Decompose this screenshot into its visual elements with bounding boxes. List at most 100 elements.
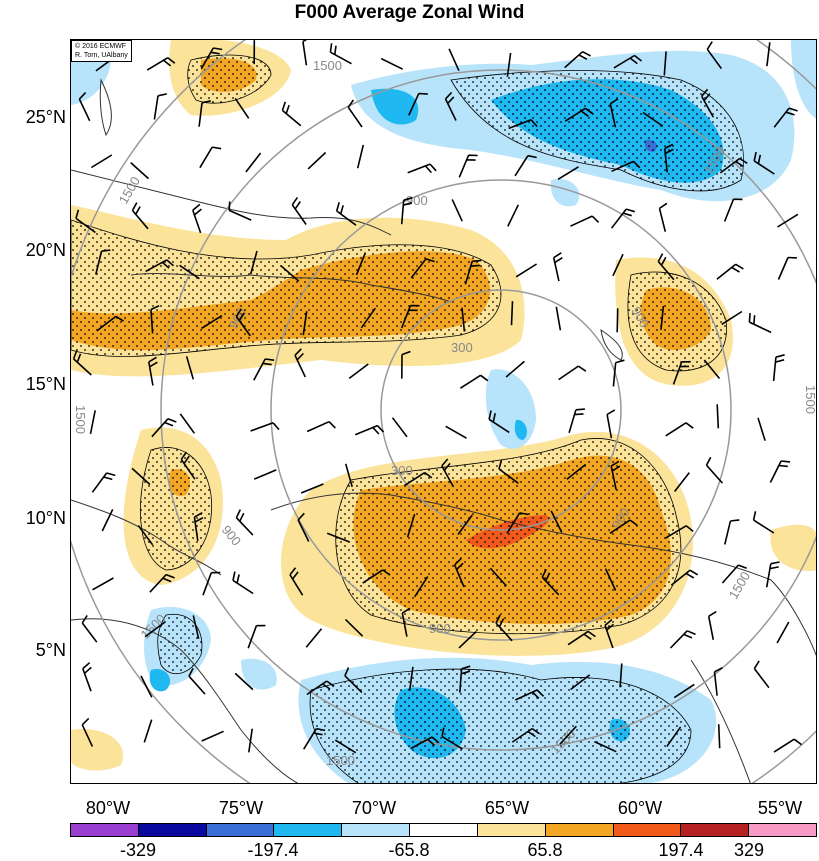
wind-barb — [594, 740, 617, 753]
wind-barb — [334, 739, 357, 754]
wind-barb — [300, 483, 324, 494]
wind-barb — [198, 100, 211, 127]
wind-barb — [305, 628, 323, 648]
wind-barb — [441, 458, 455, 488]
colorbar-segment — [206, 824, 275, 836]
wind-barb — [235, 308, 251, 337]
wind-barb — [660, 305, 665, 330]
wind-barb — [400, 196, 413, 225]
colorbar-segment — [749, 824, 816, 836]
lon-label-75w: 75°W — [218, 798, 264, 818]
wind-barb — [664, 143, 674, 173]
wind-barb — [289, 567, 304, 596]
wind-barb — [153, 93, 167, 120]
wind-barb — [505, 360, 525, 378]
wind-barb — [672, 360, 691, 385]
wind-barb — [766, 42, 771, 67]
ring-label: 300 — [391, 463, 413, 478]
wind-barb — [232, 571, 254, 595]
wind-barb — [291, 196, 307, 225]
wind-barb — [458, 630, 477, 649]
wind-barb — [508, 119, 538, 130]
lat-label-10n: 10°N — [25, 508, 66, 528]
wind-barb — [253, 469, 277, 480]
wind-barb — [665, 525, 694, 539]
wind-barb — [355, 252, 367, 276]
wind-barb — [145, 259, 175, 273]
wind-barb — [410, 258, 435, 279]
wind-barb — [414, 576, 429, 598]
wind-barb — [179, 413, 196, 434]
wind-barb — [665, 422, 694, 437]
wind-barb — [200, 47, 223, 70]
wind-barb — [146, 57, 176, 71]
wind-barb — [570, 674, 591, 691]
wind-barb — [464, 259, 482, 285]
ring-label: 1500 — [116, 174, 143, 207]
wind-barb — [179, 264, 200, 280]
lon-label-70w: 70°W — [351, 798, 397, 818]
wind-barb — [658, 202, 668, 232]
wind-barb — [329, 43, 352, 65]
wind-barb — [564, 107, 594, 122]
wind-barb — [137, 525, 154, 546]
ring-label: 300 — [451, 340, 473, 355]
wind-barb — [566, 463, 587, 480]
wind-barb — [558, 365, 587, 381]
wind-barb — [302, 311, 308, 336]
wind-barb — [247, 624, 266, 649]
wind-barb — [451, 199, 463, 222]
wind-barb — [81, 614, 98, 643]
wind-barb — [188, 667, 206, 695]
wind-barb — [612, 253, 624, 277]
coastlines — [71, 78, 816, 783]
map-panel: 1500 1500 900 900 900 900 300 300 900 15… — [70, 39, 817, 784]
wind-barb — [666, 726, 682, 748]
wind-barb — [245, 152, 262, 173]
wind-barb — [716, 263, 744, 280]
wind-barb — [95, 249, 111, 275]
wind-barb — [670, 569, 699, 586]
wind-barb — [673, 472, 690, 492]
colorbar-label: 65.8 — [527, 840, 563, 860]
wind-barb — [723, 198, 743, 222]
wind-barb — [354, 424, 385, 436]
wind-barb — [235, 509, 254, 536]
chart-title: F000 Average Zonal Wind — [294, 2, 525, 23]
wind-barb — [144, 621, 165, 638]
wind-barb — [604, 618, 615, 649]
wind-barb — [149, 573, 175, 593]
wind-barb — [616, 308, 619, 333]
wind-barb — [753, 660, 770, 689]
wind-barb — [498, 460, 519, 484]
wind-barb — [306, 420, 336, 433]
wind-barb — [541, 568, 560, 596]
wind-barb — [511, 727, 540, 743]
wind-barb — [380, 57, 404, 70]
wind-barb — [406, 513, 416, 538]
wind-barb — [441, 727, 463, 750]
wind-barb — [408, 666, 414, 691]
wind-barb — [407, 163, 437, 174]
wind-barb — [716, 404, 720, 429]
wind-barb — [96, 315, 124, 332]
wind-barb — [302, 40, 308, 66]
wind-barb — [559, 725, 577, 745]
wind-barb — [72, 350, 92, 376]
wind-barb — [773, 738, 802, 753]
wind-barb — [514, 689, 545, 701]
wind-barb — [89, 410, 96, 435]
colorbar-segment — [681, 824, 750, 836]
wind-barb — [570, 215, 600, 227]
wind-barb — [717, 724, 721, 749]
wind-barb — [550, 510, 563, 533]
wind-barb — [180, 451, 196, 480]
colorbar-segment — [71, 824, 139, 836]
wind-barb — [201, 314, 223, 330]
wind-barb — [707, 610, 717, 640]
ring-label: 1500 — [326, 753, 355, 768]
ring-label: 900 — [219, 522, 244, 548]
wind-barb — [777, 213, 799, 228]
colorbar-segment — [138, 824, 207, 836]
wind-barb — [719, 157, 748, 174]
